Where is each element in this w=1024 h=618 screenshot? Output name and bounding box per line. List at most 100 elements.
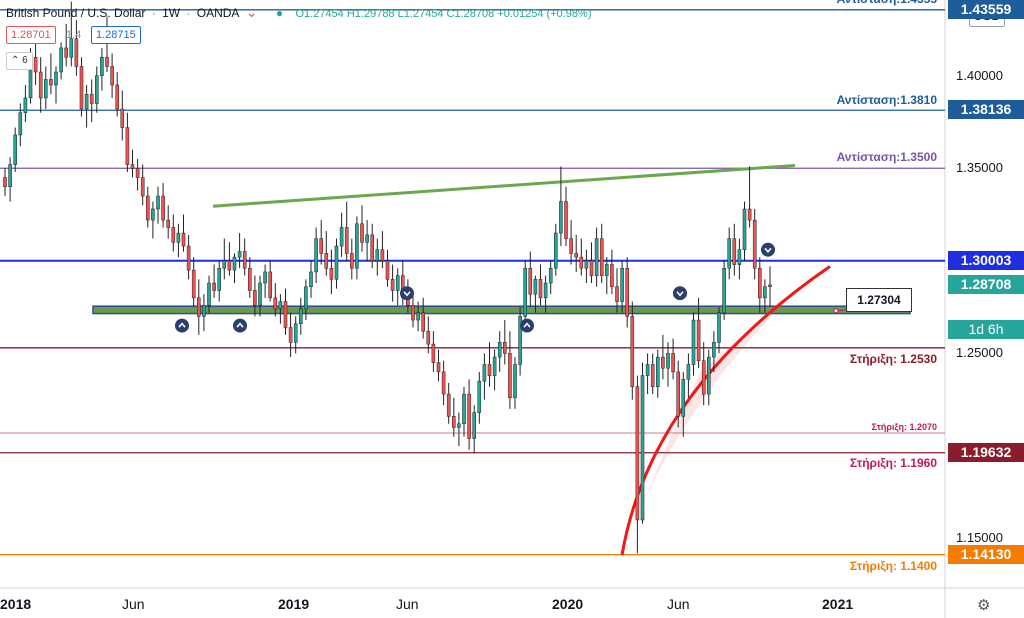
candle-body (161, 195, 165, 221)
candle-body (452, 416, 456, 428)
candle-body (140, 177, 145, 197)
buy-price-badge[interactable]: 1.28715 (91, 26, 141, 44)
interval-label[interactable]: 1W (162, 6, 181, 20)
candle-body (197, 297, 201, 317)
x-tick-label: 2020 (552, 596, 584, 612)
candle-body (523, 267, 527, 317)
ohlc-values: O1.27454 H1.29788 L1.27454 C1.28708 +0.0… (295, 8, 592, 20)
candle-body (54, 71, 58, 86)
candle-body (125, 127, 130, 165)
candle-body (620, 267, 624, 302)
up-arrow-icon (523, 322, 531, 328)
candle-body (299, 308, 303, 325)
candle-body (691, 319, 696, 365)
candle-body (350, 253, 354, 269)
level-label: Αντίσταση:1.3500 (836, 150, 937, 165)
sell-price-badge[interactable]: 1.28701 (6, 26, 56, 44)
candle-body (589, 260, 594, 276)
price-tag: 1.19632 (948, 442, 1024, 462)
candle-body (314, 238, 318, 273)
candle-body (584, 260, 589, 269)
price-tag: 1.14130 (948, 544, 1024, 564)
candle-body (105, 56, 109, 67)
up-arrow-icon (178, 322, 186, 328)
candle-body (344, 227, 349, 254)
candle-body (472, 412, 476, 439)
chevron-down-icon[interactable]: ⌄ (245, 4, 258, 20)
settings-gear-icon[interactable]: ⚙ (977, 597, 991, 614)
candle-body (355, 223, 359, 269)
candle-body (74, 38, 79, 67)
candle-body (487, 364, 492, 376)
candle-body (594, 238, 599, 276)
level-label: Στήριξη: 1.2070 (871, 421, 937, 432)
candle-body (701, 360, 706, 395)
candle-body (135, 168, 140, 178)
candle-body (482, 364, 487, 382)
candle-body (508, 353, 512, 399)
candle-body (79, 66, 84, 110)
candle-body (166, 219, 170, 228)
candle-body (84, 93, 89, 110)
candle-body (763, 286, 767, 299)
candle-body (95, 75, 99, 104)
candle-body (421, 312, 425, 332)
candle-body (457, 423, 461, 428)
candle-body (599, 238, 604, 276)
y-tick-label: 1.35000 (956, 160, 1003, 176)
candle-body (33, 56, 38, 73)
candle-body (64, 47, 68, 58)
candle-body (304, 286, 308, 310)
x-tick-label: 2018 (0, 596, 32, 612)
candle-body (38, 71, 43, 99)
candle-body (319, 238, 323, 254)
y-tick-label: 1.15000 (956, 530, 1003, 546)
candle-body (49, 79, 53, 86)
resistance-trendline (212, 163, 796, 208)
candle-body (559, 201, 563, 234)
eye-icon[interactable]: ● (275, 6, 284, 20)
candle-body (696, 319, 701, 362)
candle-body (273, 297, 278, 310)
level-label: Στήριξη: 1.1400 (849, 559, 937, 573)
candle-body (543, 282, 548, 299)
candle-body (263, 271, 267, 284)
chart-header: British Pound / U.S. Dollar · 1W · OANDA… (6, 4, 592, 20)
candle-body (518, 316, 522, 365)
candle-body (370, 234, 374, 262)
candle-body (309, 271, 313, 287)
down-arrow-marker (761, 242, 775, 257)
candle-body (360, 223, 364, 243)
candle-body (436, 362, 441, 373)
candle-body (717, 312, 721, 343)
candle-body (324, 253, 329, 269)
candle-body (538, 279, 543, 299)
up-arrow-icon (236, 322, 244, 328)
countdown-tag: 1d 6h (948, 320, 1024, 339)
candle-body (441, 371, 446, 395)
candle-body (661, 356, 665, 369)
symbol-name[interactable]: British Pound / U.S. Dollar (6, 6, 146, 20)
candle-body (288, 327, 293, 343)
candle-body (202, 305, 206, 317)
support-zone (92, 305, 911, 315)
candle-body (446, 393, 451, 417)
candle-body (712, 342, 716, 358)
chevron-up-icon: ⌃ (11, 55, 20, 66)
candle-body (768, 284, 772, 287)
down-arrow-icon (403, 291, 411, 297)
candle-body (548, 267, 553, 284)
candle-body (681, 379, 686, 417)
candle-body (671, 353, 675, 373)
indicator-toggle[interactable]: ⌃ 6 (6, 52, 33, 70)
candle-body (737, 249, 742, 265)
up-arrow-marker (520, 318, 534, 333)
candle-body (492, 356, 497, 376)
candle-body (574, 253, 578, 258)
candle-body (676, 371, 680, 417)
candle-body (610, 264, 614, 287)
candle-body (110, 66, 114, 86)
up-arrow-marker (175, 318, 189, 333)
candle-body (569, 238, 573, 254)
